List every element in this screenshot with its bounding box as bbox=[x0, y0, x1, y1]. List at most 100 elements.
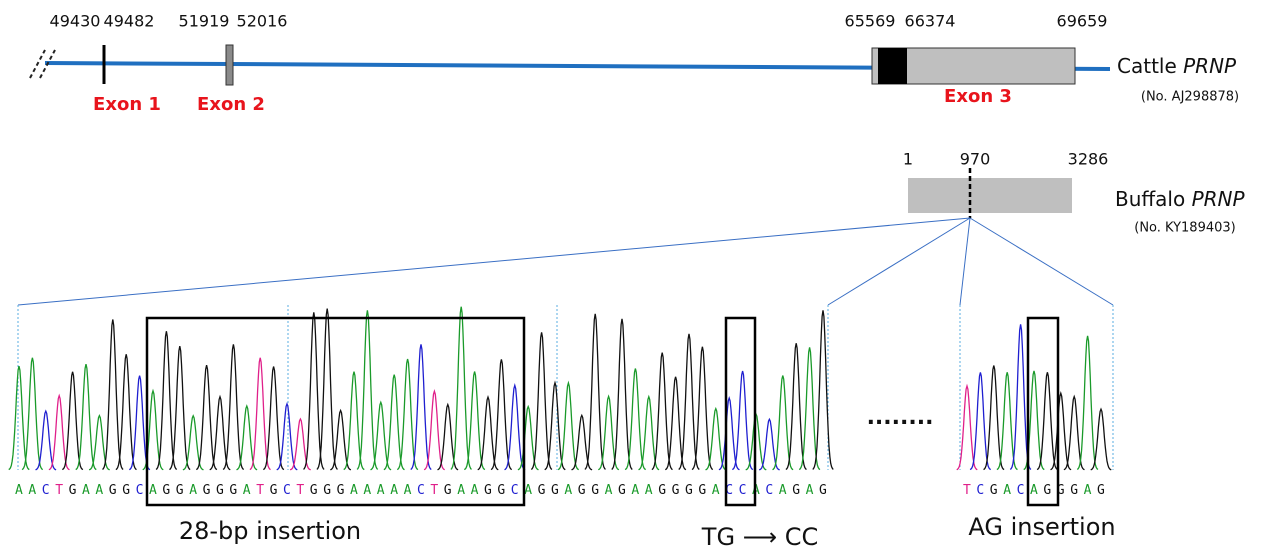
position: 970 bbox=[960, 150, 991, 169]
base: G bbox=[658, 483, 666, 498]
base: G bbox=[1043, 483, 1051, 498]
base: A bbox=[605, 483, 613, 498]
base: C bbox=[765, 483, 773, 498]
base: G bbox=[578, 483, 586, 498]
base: G bbox=[229, 483, 237, 498]
base: G bbox=[310, 483, 318, 498]
peak bbox=[183, 416, 204, 470]
base: G bbox=[484, 483, 492, 498]
position: 3286 bbox=[1068, 150, 1109, 169]
base: G bbox=[591, 483, 599, 498]
zoom-lines bbox=[18, 218, 1113, 305]
species: Buffalo bbox=[1115, 187, 1185, 211]
base: G bbox=[1097, 483, 1105, 498]
species-label: Buffalo PRNP bbox=[1115, 187, 1246, 211]
exon-label: Exon 2 bbox=[197, 94, 265, 115]
base: G bbox=[444, 483, 452, 498]
base: A bbox=[82, 483, 90, 498]
base: G bbox=[162, 483, 170, 498]
base: A bbox=[189, 483, 197, 498]
base: A bbox=[95, 483, 103, 498]
base: G bbox=[270, 483, 278, 498]
base: A bbox=[377, 483, 385, 498]
peak bbox=[598, 396, 619, 469]
base: G bbox=[497, 483, 505, 498]
position: 52016 bbox=[237, 12, 288, 31]
base: G bbox=[109, 483, 117, 498]
position: 69659 bbox=[1057, 12, 1108, 31]
annotation: AG insertion bbox=[968, 513, 1115, 541]
base: C bbox=[976, 483, 984, 498]
base: G bbox=[618, 483, 626, 498]
base: A bbox=[471, 483, 479, 498]
exon-label: Exon 1 bbox=[93, 94, 161, 115]
annotation: TG ⟶ CC bbox=[701, 523, 818, 548]
position: 65569 bbox=[845, 12, 896, 31]
peak bbox=[612, 319, 633, 470]
base: A bbox=[631, 483, 639, 498]
base: G bbox=[323, 483, 331, 498]
base: G bbox=[685, 483, 693, 498]
base: G bbox=[990, 483, 998, 498]
position: 66374 bbox=[905, 12, 956, 31]
base: A bbox=[524, 483, 532, 498]
position: 49482 bbox=[104, 12, 155, 31]
peak bbox=[357, 310, 378, 469]
buffalo-gene bbox=[908, 178, 1072, 213]
base: G bbox=[672, 483, 680, 498]
peak bbox=[196, 365, 217, 469]
base: C bbox=[739, 483, 747, 498]
base: C bbox=[136, 483, 144, 498]
base: A bbox=[712, 483, 720, 498]
base: A bbox=[645, 483, 653, 498]
base: A bbox=[1084, 483, 1092, 498]
chromatogram bbox=[9, 307, 1112, 470]
position: 51919 bbox=[179, 12, 230, 31]
peak bbox=[732, 371, 753, 470]
exon-3-cds bbox=[878, 48, 907, 84]
exon-label: Exon 3 bbox=[944, 86, 1012, 107]
base: T bbox=[296, 483, 304, 498]
ellipsis: ........ bbox=[867, 405, 934, 430]
peak bbox=[223, 344, 244, 469]
base: G bbox=[1070, 483, 1078, 498]
base: G bbox=[551, 483, 559, 498]
base: A bbox=[15, 483, 23, 498]
base: A bbox=[779, 483, 787, 498]
peak bbox=[585, 314, 606, 470]
base: C bbox=[1017, 483, 1025, 498]
base: C bbox=[283, 483, 291, 498]
base: A bbox=[1030, 483, 1038, 498]
base: A bbox=[404, 483, 412, 498]
figure: 49430 49482 51919 52016 65569 66374 6965… bbox=[0, 0, 1263, 548]
base: A bbox=[149, 483, 157, 498]
base: G bbox=[203, 483, 211, 498]
base: A bbox=[28, 483, 36, 498]
base: T bbox=[55, 483, 63, 498]
base: T bbox=[963, 483, 971, 498]
base: G bbox=[538, 483, 546, 498]
gene: PRNP bbox=[1183, 54, 1237, 78]
sequence: TCGACAGGGAG bbox=[963, 483, 1105, 498]
base: C bbox=[417, 483, 425, 498]
base: A bbox=[1003, 483, 1011, 498]
base: G bbox=[216, 483, 224, 498]
base: C bbox=[511, 483, 519, 498]
base: A bbox=[457, 483, 465, 498]
base: A bbox=[390, 483, 398, 498]
peak bbox=[451, 307, 472, 470]
base: G bbox=[122, 483, 130, 498]
base: A bbox=[363, 483, 371, 498]
break-mark bbox=[30, 50, 45, 78]
base: A bbox=[243, 483, 251, 498]
base: G bbox=[819, 483, 827, 498]
base: A bbox=[806, 483, 814, 498]
base: A bbox=[350, 483, 358, 498]
peak bbox=[531, 332, 552, 469]
exon-2 bbox=[226, 45, 233, 85]
base: G bbox=[698, 483, 706, 498]
base: G bbox=[792, 483, 800, 498]
gene: PRNP bbox=[1192, 187, 1246, 211]
accession: (No. KY189403) bbox=[1134, 221, 1236, 236]
